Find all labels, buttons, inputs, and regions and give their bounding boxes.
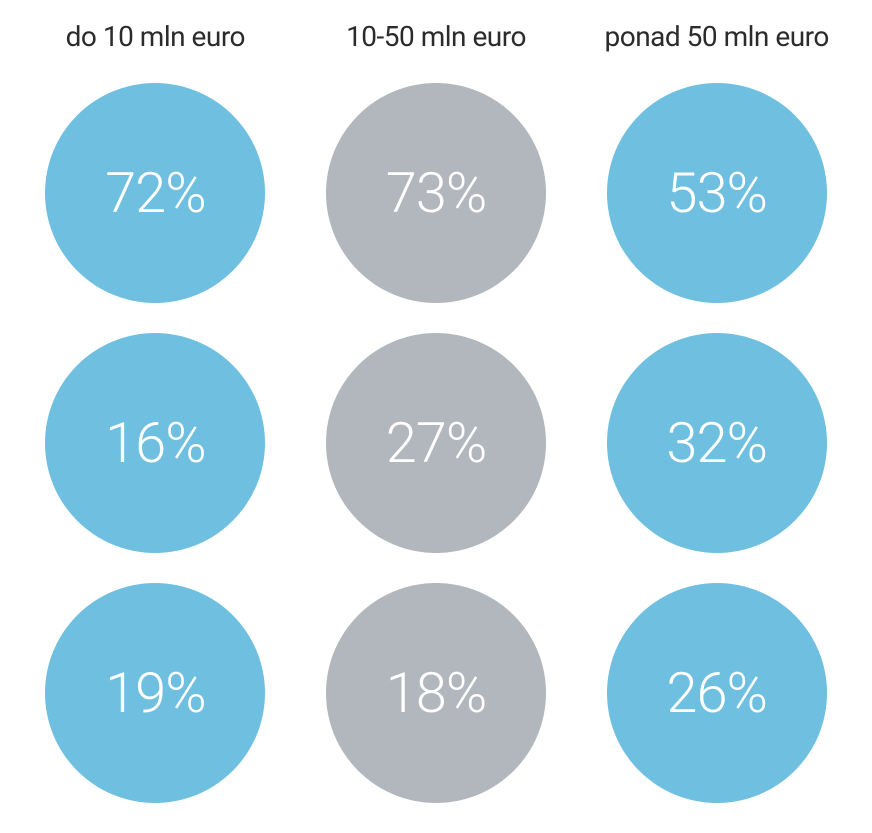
circle-2-0: 53%	[607, 83, 827, 303]
infographic-grid: do 10 mln euro 72% 16% 19% 10-50 mln eur…	[30, 20, 842, 833]
circle-1-2: 18%	[326, 583, 546, 803]
circle-1-1: 27%	[326, 333, 546, 553]
column-1: 10-50 mln euro 73% 27% 18%	[311, 20, 562, 833]
column-0: do 10 mln euro 72% 16% 19%	[30, 20, 281, 833]
circle-2-2: 26%	[607, 583, 827, 803]
circle-1-0: 73%	[326, 83, 546, 303]
column-header-0: do 10 mln euro	[66, 20, 245, 53]
circle-2-1: 32%	[607, 333, 827, 553]
circle-0-2: 19%	[45, 583, 265, 803]
column-header-2: ponad 50 mln euro	[605, 20, 829, 53]
circle-0-0: 72%	[45, 83, 265, 303]
column-header-1: 10-50 mln euro	[346, 20, 526, 53]
circle-0-1: 16%	[45, 333, 265, 553]
column-2: ponad 50 mln euro 53% 32% 26%	[591, 20, 842, 833]
